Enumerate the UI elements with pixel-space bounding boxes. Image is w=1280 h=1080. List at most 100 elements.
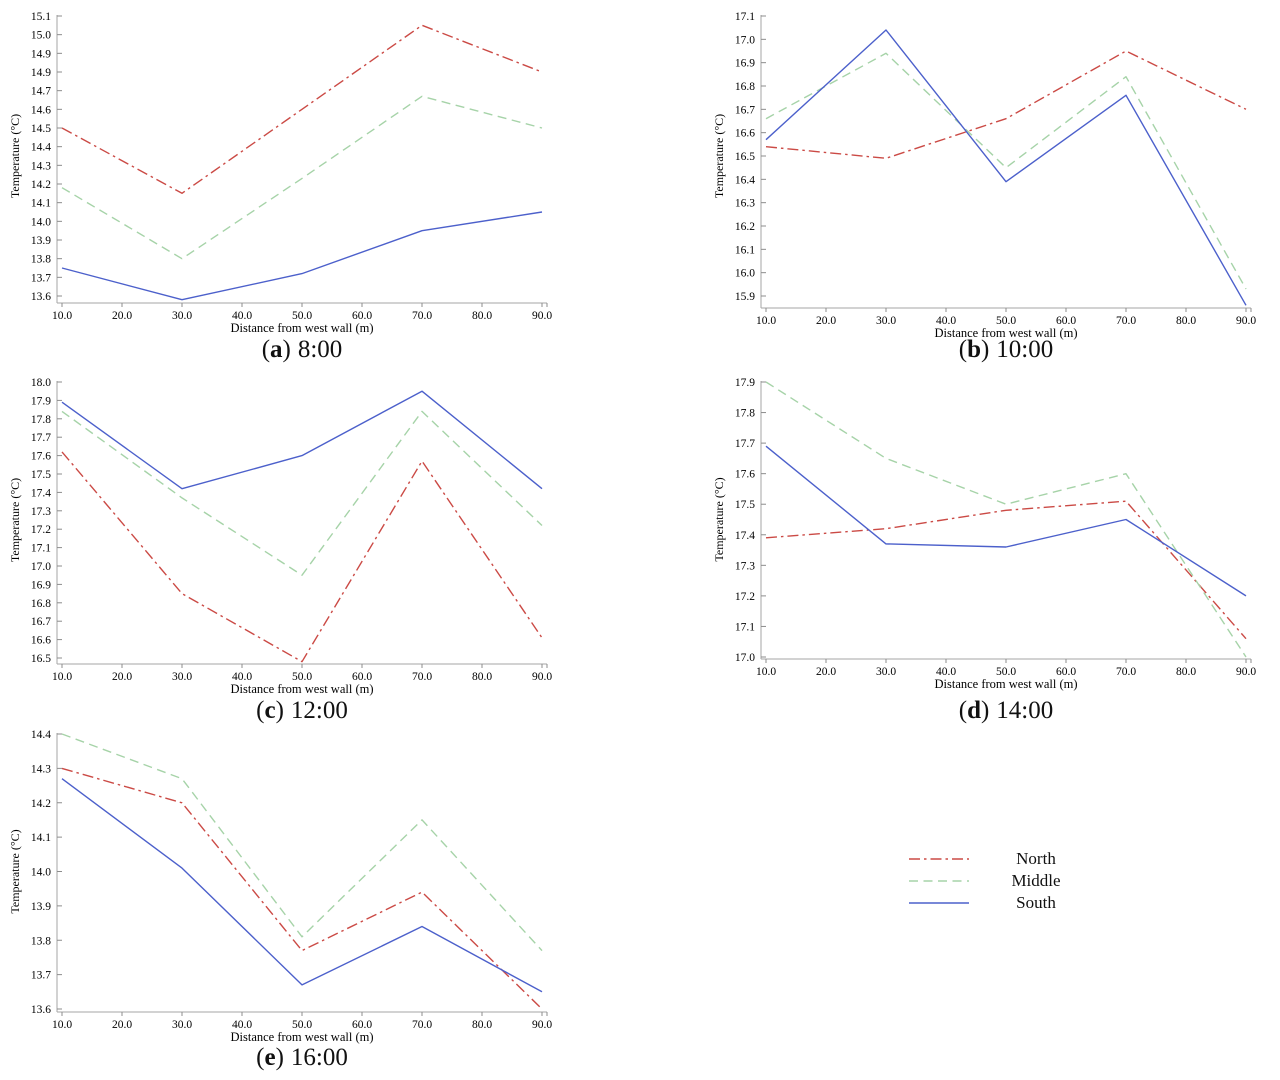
legend-item-north: North bbox=[908, 848, 1069, 870]
legend-label-middle: Middle bbox=[1011, 871, 1061, 890]
legend-item-south: South bbox=[908, 892, 1069, 914]
svg-text:15.1: 15.1 bbox=[31, 11, 51, 23]
svg-text:14.2: 14.2 bbox=[31, 179, 51, 191]
svg-text:70.0: 70.0 bbox=[412, 310, 432, 322]
svg-text:16.9: 16.9 bbox=[31, 579, 51, 591]
svg-text:14.1: 14.1 bbox=[31, 198, 51, 210]
svg-text:40.0: 40.0 bbox=[936, 666, 956, 678]
svg-text:Distance from west wall (m): Distance from west wall (m) bbox=[934, 326, 1077, 340]
svg-text:14.9: 14.9 bbox=[31, 48, 51, 60]
chart-c-plot: 18.0 17.9 17.8 17.7 17.6 17.5 17.4 17.3 17.2 17.1… bbox=[8, 377, 552, 696]
svg-text:50.0: 50.0 bbox=[292, 671, 312, 683]
svg-text:16.0: 16.0 bbox=[735, 268, 755, 280]
caption-paren: ) bbox=[275, 697, 284, 724]
svg-text:16.8: 16.8 bbox=[735, 81, 755, 93]
caption-paren: ) bbox=[282, 336, 291, 363]
caption-paren: ( bbox=[256, 1044, 265, 1071]
svg-text:90.0: 90.0 bbox=[532, 310, 552, 322]
svg-text:16.6: 16.6 bbox=[735, 128, 755, 140]
svg-text:17.2: 17.2 bbox=[31, 524, 51, 536]
svg-text:90.0: 90.0 bbox=[1236, 315, 1256, 327]
svg-text:13.7: 13.7 bbox=[31, 970, 51, 982]
caption-time: 10:00 bbox=[996, 336, 1054, 363]
svg-text:90.0: 90.0 bbox=[1236, 666, 1256, 678]
svg-text:13.7: 13.7 bbox=[31, 272, 51, 284]
svg-text:20.0: 20.0 bbox=[112, 1019, 132, 1031]
svg-text:14.6: 14.6 bbox=[31, 104, 51, 116]
caption-chart-a: (a) 8:00 bbox=[14, 336, 590, 364]
svg-text:80.0: 80.0 bbox=[1176, 315, 1196, 327]
svg-text:20.0: 20.0 bbox=[816, 315, 836, 327]
caption-chart-c: (c) 12:00 bbox=[14, 697, 590, 725]
svg-text:14.7: 14.7 bbox=[31, 86, 51, 98]
svg-text:80.0: 80.0 bbox=[472, 1019, 492, 1031]
svg-text:Temperature (°C): Temperature (°C) bbox=[8, 478, 22, 562]
svg-text:70.0: 70.0 bbox=[1116, 315, 1136, 327]
svg-text:30.0: 30.0 bbox=[172, 1019, 192, 1031]
svg-text:13.9: 13.9 bbox=[31, 901, 51, 913]
svg-text:50.0: 50.0 bbox=[996, 315, 1016, 327]
chart-a-8-00: 15.1 15.0 14.9 14.9 14.7 14.6 14.5 14.4 14.3 14.2… bbox=[0, 0, 576, 346]
chart-b-plot: 17.1 17.0 16.9 16.8 16.7 16.6 16.5 16.4 16.3 16.2… bbox=[712, 11, 1256, 340]
svg-text:17.6: 17.6 bbox=[735, 469, 755, 481]
svg-text:17.2: 17.2 bbox=[735, 591, 755, 603]
svg-text:10.0: 10.0 bbox=[52, 671, 72, 683]
svg-text:60.0: 60.0 bbox=[1056, 315, 1076, 327]
svg-text:30.0: 30.0 bbox=[876, 666, 896, 678]
svg-text:17.7: 17.7 bbox=[31, 432, 51, 444]
svg-text:Temperature (°C): Temperature (°C) bbox=[8, 829, 22, 913]
svg-text:14.4: 14.4 bbox=[31, 729, 51, 741]
caption-letter: a bbox=[270, 336, 283, 363]
chart-b-10-00: 17.1 17.0 16.9 16.8 16.7 16.6 16.5 16.4 16.3 16.2… bbox=[704, 0, 1280, 346]
chart-c-12-00: 18.0 17.9 17.8 17.7 17.6 17.5 17.4 17.3 17.2 17.1… bbox=[0, 366, 576, 712]
caption-paren: ( bbox=[958, 336, 968, 363]
svg-text:70.0: 70.0 bbox=[1116, 666, 1136, 678]
svg-text:17.6: 17.6 bbox=[31, 451, 51, 463]
south-solid-line-sample-icon bbox=[909, 902, 969, 904]
svg-text:Temperature (°C): Temperature (°C) bbox=[8, 114, 22, 198]
svg-text:15.0: 15.0 bbox=[31, 30, 51, 42]
svg-text:16.9: 16.9 bbox=[735, 58, 755, 70]
caption-chart-b: (b) 10:00 bbox=[718, 336, 1280, 364]
svg-text:50.0: 50.0 bbox=[996, 666, 1016, 678]
chart-e-16-00: 14.4 14.3 14.2 14.1 14.0 13.9 13.8 13.7 13.6 10.0… bbox=[0, 718, 576, 1064]
svg-text:80.0: 80.0 bbox=[472, 671, 492, 683]
svg-text:Temperature (°C): Temperature (°C) bbox=[712, 477, 726, 561]
svg-text:17.5: 17.5 bbox=[735, 499, 755, 511]
svg-text:14.4: 14.4 bbox=[31, 142, 51, 154]
svg-text:14.9: 14.9 bbox=[31, 67, 51, 79]
caption-paren: ( bbox=[261, 336, 271, 363]
svg-text:17.1: 17.1 bbox=[735, 621, 755, 633]
svg-text:17.0: 17.0 bbox=[31, 561, 51, 573]
svg-text:16.2: 16.2 bbox=[735, 221, 755, 233]
svg-text:20.0: 20.0 bbox=[112, 310, 132, 322]
svg-text:16.1: 16.1 bbox=[735, 244, 755, 256]
svg-text:17.9: 17.9 bbox=[735, 377, 755, 389]
svg-text:14.2: 14.2 bbox=[31, 798, 51, 810]
svg-text:Distance from west wall (m): Distance from west wall (m) bbox=[230, 682, 373, 696]
svg-text:30.0: 30.0 bbox=[172, 310, 192, 322]
svg-text:90.0: 90.0 bbox=[532, 671, 552, 683]
svg-text:10.0: 10.0 bbox=[756, 315, 776, 327]
caption-time: 14:00 bbox=[996, 697, 1054, 724]
legend-item-middle: Middle bbox=[908, 870, 1069, 892]
svg-text:60.0: 60.0 bbox=[352, 671, 372, 683]
svg-text:50.0: 50.0 bbox=[292, 310, 312, 322]
middle-dashed-line-sample-icon bbox=[909, 880, 969, 882]
chart-d-plot: 17.9 17.8 17.7 17.6 17.5 17.4 17.3 17.2 17.1 17.0… bbox=[712, 377, 1256, 691]
svg-text:13.8: 13.8 bbox=[31, 254, 51, 266]
caption-time: 12:00 bbox=[290, 697, 348, 724]
svg-text:14.3: 14.3 bbox=[31, 763, 51, 775]
svg-text:17.9: 17.9 bbox=[31, 395, 51, 407]
svg-text:17.4: 17.4 bbox=[31, 487, 51, 499]
caption-paren: ) bbox=[980, 336, 990, 363]
svg-text:13.6: 13.6 bbox=[31, 291, 51, 303]
svg-text:70.0: 70.0 bbox=[412, 1019, 432, 1031]
svg-text:Distance from west wall (m): Distance from west wall (m) bbox=[230, 321, 373, 335]
svg-text:17.0: 17.0 bbox=[735, 652, 755, 664]
caption-paren: ) bbox=[980, 697, 990, 724]
caption-chart-d: (d) 14:00 bbox=[718, 697, 1280, 725]
svg-text:14.0: 14.0 bbox=[31, 216, 51, 228]
svg-text:14.3: 14.3 bbox=[31, 160, 51, 172]
